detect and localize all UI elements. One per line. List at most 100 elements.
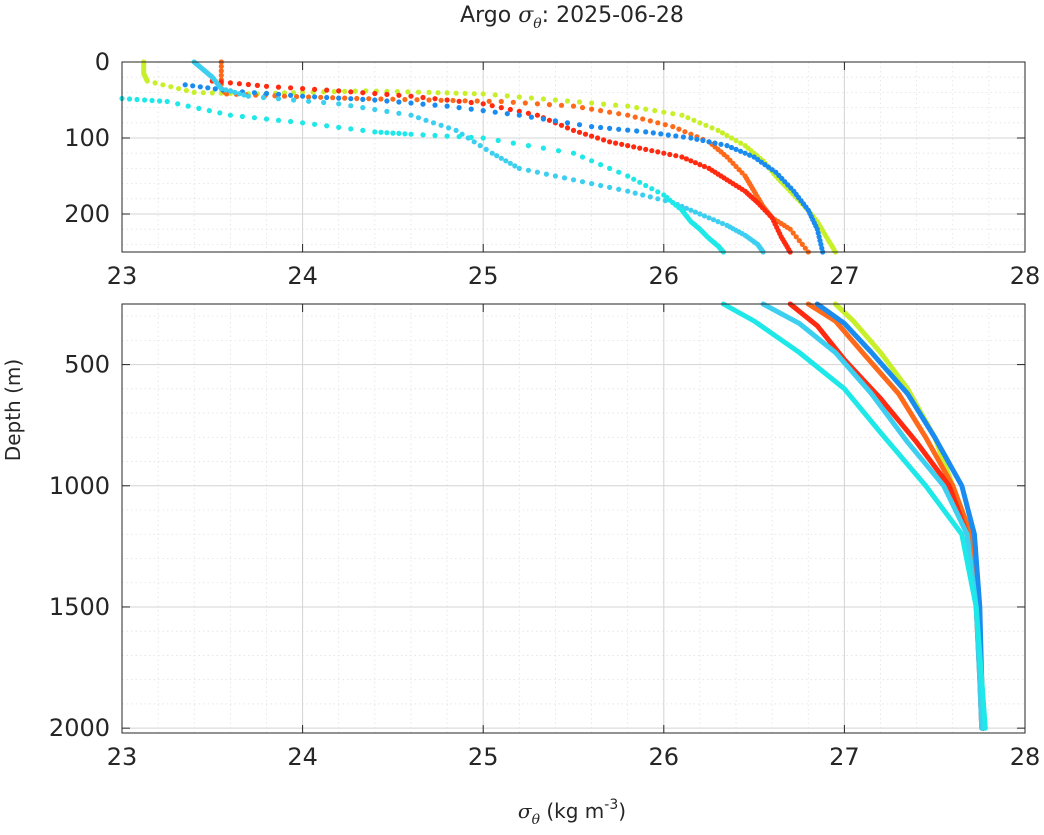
data-point — [288, 85, 294, 91]
data-point — [191, 89, 197, 95]
data-point — [468, 134, 474, 140]
data-point — [176, 86, 182, 92]
data-point — [700, 137, 706, 144]
axes-frame — [121, 303, 1026, 734]
data-point — [183, 87, 189, 94]
data-point — [360, 105, 366, 111]
data-point — [446, 125, 452, 131]
data-point — [480, 101, 486, 107]
data-point — [564, 120, 571, 126]
data-point — [348, 103, 354, 109]
data-point — [288, 92, 294, 98]
data-point — [697, 162, 703, 168]
data-point — [390, 130, 396, 136]
data-point — [444, 133, 450, 139]
data-point — [613, 102, 619, 108]
data-point — [634, 128, 640, 134]
data-point — [227, 80, 233, 86]
data-point — [616, 111, 622, 117]
data-point — [516, 165, 522, 171]
data-point — [149, 97, 155, 104]
data-point — [415, 89, 422, 95]
data-point — [692, 160, 699, 166]
data-point — [396, 130, 402, 136]
data-point — [655, 189, 661, 195]
y-axis-label: Depth (m) — [1, 359, 25, 461]
data-point — [239, 113, 245, 120]
data-point — [570, 150, 577, 156]
data-point — [331, 89, 337, 95]
data-point — [438, 122, 444, 128]
data-point — [528, 95, 535, 101]
data-point — [685, 115, 691, 121]
data-point — [438, 97, 444, 103]
data-point — [510, 140, 516, 146]
data-point — [378, 96, 384, 102]
x-axis-label: σθ (kg m-3) — [518, 797, 626, 828]
data-point — [408, 93, 414, 99]
data-point — [330, 95, 336, 101]
data-point — [468, 106, 474, 112]
data-point — [540, 96, 547, 102]
data-point — [275, 96, 282, 102]
data-point — [288, 118, 294, 125]
data-point — [396, 92, 402, 98]
data-point — [570, 127, 577, 133]
data-point — [670, 124, 676, 130]
data-point — [662, 122, 668, 128]
data-point — [336, 95, 342, 101]
data-point — [589, 133, 595, 139]
data-point — [595, 135, 601, 141]
data-point — [688, 135, 694, 141]
data-point — [504, 93, 510, 99]
data-point — [408, 100, 414, 106]
y-tick-label: 1500 — [49, 593, 110, 621]
data-point — [579, 154, 586, 160]
data-point — [415, 115, 422, 121]
data-point — [715, 127, 721, 133]
data-point — [516, 108, 522, 114]
data-point — [432, 96, 438, 102]
data-point — [142, 97, 148, 103]
data-point — [528, 114, 535, 120]
data-point — [643, 146, 649, 152]
data-point — [724, 143, 730, 149]
data-point — [679, 112, 685, 118]
data-point — [718, 141, 724, 147]
data-point — [692, 209, 699, 215]
data-point — [640, 116, 646, 122]
data-point — [625, 103, 631, 109]
x-tick-label: 28 — [1010, 262, 1041, 290]
data-point — [300, 93, 306, 99]
x-tick-label: 25 — [468, 743, 499, 771]
data-point — [616, 169, 622, 175]
data-point — [738, 148, 744, 154]
data-point — [661, 150, 667, 156]
data-point — [185, 103, 191, 109]
x-tick-label: 27 — [829, 743, 860, 771]
data-point — [426, 89, 432, 95]
data-point — [755, 156, 761, 163]
data-point — [673, 153, 679, 159]
data-point — [435, 90, 441, 96]
data-point — [492, 92, 498, 98]
data-point — [649, 148, 655, 154]
data-point — [516, 112, 522, 118]
data-point — [543, 171, 550, 177]
data-point — [552, 173, 559, 179]
data-point — [728, 135, 735, 141]
data-point — [691, 117, 697, 123]
data-point — [212, 86, 218, 92]
data-point — [360, 96, 366, 102]
data-point — [462, 90, 468, 96]
data-point — [510, 99, 516, 105]
data-point — [598, 124, 604, 131]
data-point — [336, 124, 342, 130]
data-point — [613, 140, 619, 146]
data-point — [453, 127, 459, 133]
data-point — [719, 130, 726, 136]
data-point — [558, 102, 565, 108]
data-point — [683, 156, 690, 162]
data-point — [168, 84, 174, 90]
data-point — [676, 126, 682, 132]
